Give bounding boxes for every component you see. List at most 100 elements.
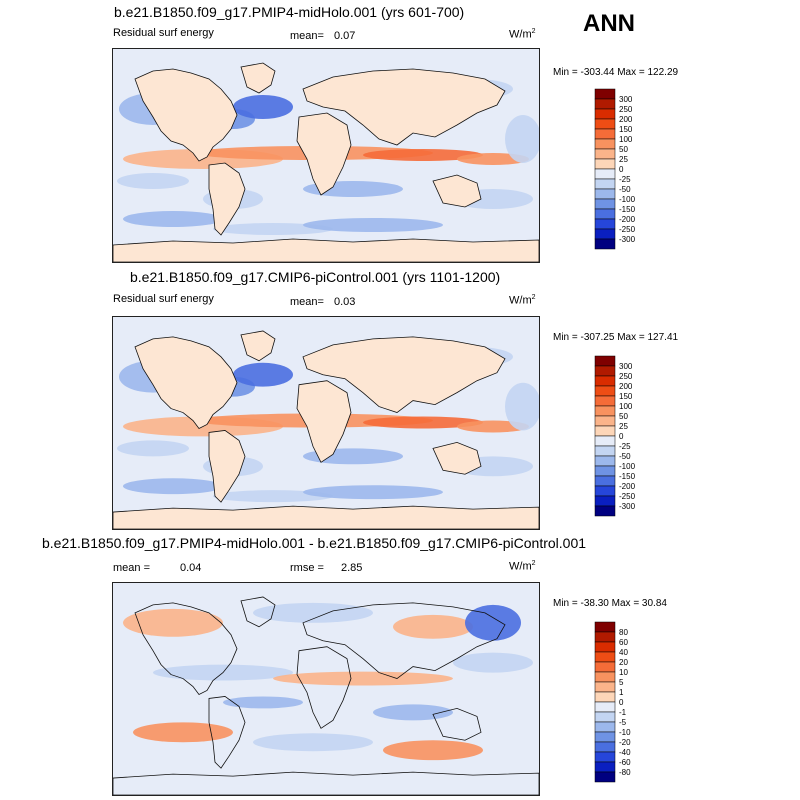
- panel-1-map: [112, 48, 540, 263]
- map-field-region: [363, 416, 483, 429]
- colorbar-tick-label: 300: [619, 95, 633, 104]
- colorbar-tick-label: 0: [619, 165, 624, 174]
- continent-outline: [134, 68, 238, 162]
- map-field-region: [453, 652, 533, 673]
- colorbar-swatch: [594, 741, 616, 753]
- continent-outline: [134, 336, 238, 429]
- map-field-region: [123, 478, 223, 495]
- panel-1-units: W/m2: [509, 28, 536, 41]
- continent-outline: [208, 430, 246, 503]
- colorbar-swatch: [594, 138, 616, 150]
- map-field-region: [505, 382, 539, 431]
- continent-outline: [208, 162, 246, 236]
- colorbar-tick-label: 0: [619, 698, 624, 707]
- colorbar-tick-label: -5: [619, 718, 627, 727]
- continent-outline: [113, 505, 539, 529]
- map-field-region: [383, 740, 483, 761]
- colorbar-swatch: [594, 485, 616, 497]
- map-field-region: [253, 733, 373, 752]
- colorbar-tick-label: -20: [619, 738, 631, 747]
- colorbar-tick-label: -50: [619, 452, 631, 461]
- colorbar-tick-label: -1: [619, 708, 627, 717]
- colorbar-swatch: [594, 158, 616, 170]
- colorbar-tick-label: -200: [619, 482, 636, 491]
- map-field-region: [303, 485, 443, 500]
- panel-2-units: W/m2: [509, 294, 536, 307]
- colorbar-swatch: [594, 631, 616, 643]
- season-label: ANN: [583, 10, 635, 37]
- panel-3-rmse-value: 2.85: [341, 562, 363, 574]
- colorbar-swatch: [594, 228, 616, 240]
- colorbar-swatch: [594, 651, 616, 663]
- map-field-region: [117, 173, 189, 189]
- colorbar-tick-label: -100: [619, 195, 636, 204]
- continent-outline: [302, 336, 506, 413]
- colorbar-swatch: [594, 751, 616, 763]
- panel-3-rmse-label: rmse =: [290, 562, 324, 574]
- map-field-region: [213, 490, 333, 503]
- colorbar-tick-label: 150: [619, 392, 633, 401]
- colorbar-swatch: [594, 178, 616, 190]
- continent-outline: [240, 596, 276, 628]
- colorbar-tick-label: 200: [619, 115, 633, 124]
- map-field-region: [213, 223, 333, 235]
- colorbar-tick-label: -40: [619, 748, 631, 757]
- colorbar-tick-label: 100: [619, 135, 633, 144]
- colorbar-tick-label: 25: [619, 155, 628, 164]
- colorbar-swatch: [594, 108, 616, 120]
- colorbar-tick-label: 80: [619, 628, 628, 637]
- colorbar-swatch: [594, 168, 616, 180]
- panel-3-map-plot: [113, 583, 539, 795]
- map-field-region: [303, 218, 443, 232]
- map-field-region: [223, 696, 303, 709]
- map-field-region: [233, 95, 293, 119]
- continent-outline: [302, 68, 506, 146]
- colorbar-swatch: [594, 188, 616, 200]
- continent-outline: [296, 380, 352, 463]
- panel-2-map-plot: [113, 317, 539, 529]
- colorbar-tick-label: 20: [619, 658, 628, 667]
- map-field-region: [117, 440, 189, 457]
- colorbar-tick-label: 5: [619, 678, 624, 687]
- colorbar-swatch: [594, 118, 616, 130]
- colorbar-swatch: [594, 455, 616, 467]
- continent-outline: [432, 707, 482, 741]
- colorbar-tick-label: -200: [619, 215, 636, 224]
- panel-2-minmax: Min = -307.25 Max = 127.41: [553, 332, 679, 343]
- panel-3-mean-value: 0.04: [180, 562, 202, 574]
- panel-1-title: b.e21.B1850.f09_g17.PMIP4-midHolo.001 (y…: [114, 4, 465, 20]
- map-field-region: [273, 671, 453, 686]
- colorbar-tick-label: 25: [619, 422, 628, 431]
- colorbar-tick-label: -250: [619, 492, 636, 501]
- colorbar-swatch: [594, 495, 616, 507]
- colorbar-tick-label: -100: [619, 462, 636, 471]
- colorbar-swatch: [594, 365, 616, 377]
- panel-3-map: [112, 582, 540, 796]
- continent-outline: [240, 62, 276, 94]
- colorbar-swatch: [594, 385, 616, 397]
- colorbar-tick-label: 50: [619, 412, 628, 421]
- colorbar-swatch: [594, 425, 616, 437]
- panel-2-colorbar: 300 250 200 150 100 50 25 0 -25 -50 -100 -150 -200 -2…: [594, 355, 636, 526]
- panel-2-title: b.e21.B1850.f09_g17.CMIP6-piControl.001 …: [130, 269, 501, 285]
- map-field-region: [133, 722, 233, 743]
- panel-2-mean-value: 0.03: [334, 296, 356, 308]
- colorbar-tick-label: 200: [619, 382, 633, 391]
- panel-2-map: [112, 316, 540, 530]
- continent-outline: [134, 602, 238, 695]
- colorbar-swatch: [594, 731, 616, 743]
- colorbar-tick-label: -60: [619, 758, 631, 767]
- colorbar-swatch: [594, 465, 616, 477]
- colorbar-swatch: [594, 771, 616, 783]
- panel-3-colorbar: 80 60 40 20 10 5 1 0 -1 -5 -10 -20 -40 -60 -80: [594, 621, 635, 792]
- map-field-region: [123, 608, 223, 637]
- colorbar-swatch: [594, 415, 616, 427]
- colorbar-tick-label: -10: [619, 728, 631, 737]
- colorbar-swatch: [594, 375, 616, 387]
- colorbar-swatch: [594, 128, 616, 140]
- panel-3-title: b.e21.B1850.f09_g17.PMIP4-midHolo.001 - …: [42, 535, 587, 551]
- continent-outline: [432, 441, 482, 475]
- colorbar-swatch: [594, 98, 616, 110]
- map-field-region: [505, 115, 539, 163]
- colorbar-tick-label: 1: [619, 688, 624, 697]
